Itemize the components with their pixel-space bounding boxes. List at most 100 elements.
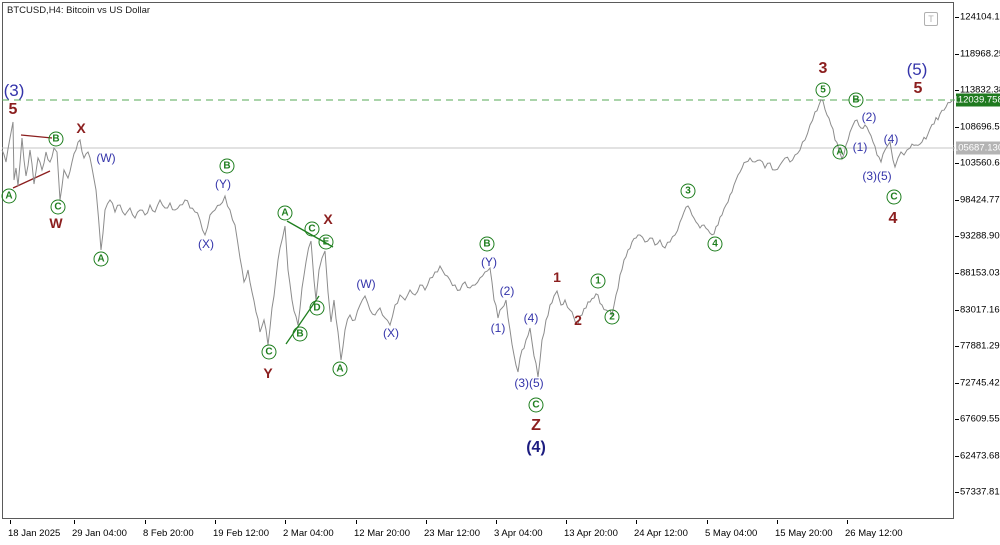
wave-label: (Y) — [481, 254, 497, 270]
wave-label: (4) — [884, 131, 899, 147]
wave-label-text: C — [528, 397, 544, 413]
wave-label-text: 1 — [590, 273, 606, 289]
time-tick-label: 26 May 12:00 — [845, 528, 903, 539]
wave-label-text: (3) — [3, 81, 25, 100]
wave-label: A — [832, 144, 848, 160]
wave-label-text: (W) — [96, 151, 116, 165]
wave-label-text: B — [848, 92, 864, 108]
price-tick-label: 62473.687 — [960, 450, 1000, 462]
price-tick-label: 57337.817 — [960, 486, 1000, 498]
wave-label: (4) — [526, 440, 546, 456]
time-tick — [636, 520, 637, 524]
wave-label-text: (X) — [198, 237, 214, 251]
wave-label-text: B — [48, 131, 64, 147]
price-tick-label: 108696.517 — [960, 121, 1000, 133]
wave-label: C — [304, 221, 320, 237]
wave-label: X — [76, 121, 85, 137]
wave-label-text: 2 — [604, 309, 620, 325]
wave-label: 5 — [914, 81, 923, 97]
time-tick — [10, 520, 11, 524]
wave-label: B — [292, 326, 308, 342]
wave-label-text: C — [50, 199, 66, 215]
time-tick — [496, 520, 497, 524]
price-tick-label: 93288.907 — [960, 230, 1000, 242]
wave-label-text: (Y) — [481, 255, 497, 269]
wave-label: (3)(5) — [514, 375, 543, 391]
wave-label-text: 5 — [815, 82, 831, 98]
wave-label-text: (1) — [852, 140, 868, 154]
price-tick — [955, 456, 959, 457]
price-tick — [955, 310, 959, 311]
wave-label-text: 5 — [8, 101, 18, 118]
wave-label: Z — [531, 418, 541, 434]
price-path[interactable] — [1, 98, 953, 378]
time-tick — [777, 520, 778, 524]
time-tick — [707, 520, 708, 524]
price-tick — [955, 273, 959, 274]
wave-label-text: 3 — [818, 60, 828, 77]
price-tick — [955, 200, 959, 201]
price-tick — [955, 54, 959, 55]
wave-label-text: (4) — [526, 439, 546, 456]
wave-label: 3 — [680, 183, 696, 199]
time-tick-label: 2 Mar 04:00 — [283, 528, 334, 539]
wave-label: B — [479, 236, 495, 252]
time-tick — [426, 520, 427, 524]
wave-label: C — [50, 199, 66, 215]
time-tick — [356, 520, 357, 524]
wave-label: E — [318, 234, 334, 250]
time-tick-label: 18 Jan 2025 — [8, 528, 61, 539]
wave-label-text: (W) — [356, 277, 376, 291]
wave-label-text: (4) — [883, 132, 899, 146]
wave-label-text: (Y) — [215, 177, 231, 191]
wave-label: (X) — [383, 325, 399, 341]
time-tick — [847, 520, 848, 524]
wave-label: 5 — [9, 102, 18, 118]
wave-label: (Y) — [215, 176, 231, 192]
wave-label: (W) — [356, 276, 375, 292]
wave-label: 5 — [815, 82, 831, 98]
wave-label-text: A — [277, 205, 293, 221]
price-tick — [955, 163, 959, 164]
wave-label: B — [48, 131, 64, 147]
trend-line[interactable] — [12, 170, 51, 189]
wave-label: D — [309, 300, 325, 316]
wave-label: 2 — [574, 313, 582, 329]
price-tick-label: 113832.387 — [960, 84, 1000, 96]
wave-label-text: X — [76, 120, 86, 136]
price-svg — [1, 98, 955, 378]
wave-label: (5) — [907, 61, 928, 79]
wave-label-text: (2) — [499, 284, 515, 298]
price-tick-label: 77881.297 — [960, 340, 1000, 352]
time-tick — [285, 520, 286, 524]
wave-label-text: (X) — [383, 326, 399, 340]
wave-label: (2) — [862, 109, 877, 125]
price-tick-label: 118968.257 — [960, 48, 1000, 60]
wave-label-text: C — [261, 344, 277, 360]
wave-label-text: C — [886, 189, 902, 205]
wave-label: B — [848, 92, 864, 108]
plot-area[interactable] — [2, 2, 954, 519]
wave-label-text: W — [49, 215, 63, 231]
wave-label: (W) — [96, 150, 115, 166]
wave-label: X — [323, 212, 332, 228]
wave-label-text: (5) — [906, 60, 928, 79]
wave-label-text: A — [93, 251, 109, 267]
wave-label: A — [332, 361, 348, 377]
trend-line[interactable] — [20, 134, 53, 139]
price-tick-label: 72745.427 — [960, 377, 1000, 389]
wave-label: (3)(5) — [862, 168, 891, 184]
current-price-label: 112039.758 — [953, 93, 1000, 107]
wave-label: A — [93, 251, 109, 267]
time-tick — [215, 520, 216, 524]
wave-label: C — [886, 189, 902, 205]
time-tick-label: 19 Feb 12:00 — [213, 528, 269, 539]
price-tick-label: 103560.647 — [960, 157, 1000, 169]
wave-label-text: C — [304, 221, 320, 237]
price-tick-label: 67609.557 — [960, 413, 1000, 425]
wave-label-text: E — [318, 234, 334, 250]
one-click-trading-icon[interactable]: T — [924, 12, 938, 26]
wave-label: (2) — [500, 283, 515, 299]
price-tick — [955, 127, 959, 128]
